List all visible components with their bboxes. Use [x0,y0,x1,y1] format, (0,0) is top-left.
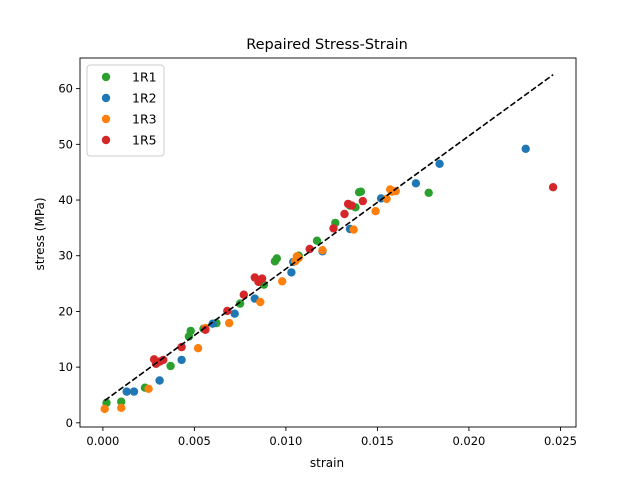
fit-line [104,74,554,402]
data-point-1r2-3 [177,355,186,365]
data-point-1r3-12 [349,225,358,234]
data-point-1r5-16 [358,196,367,206]
data-point-1r3-7 [278,277,287,286]
data-point-1r2-4 [208,319,217,328]
data-point-1r3-11 [318,246,327,255]
chart-title: Repaired Stress-Strain [246,37,408,53]
data-point-1r2-7 [287,268,296,277]
legend-label-1r1: 1R1 [132,70,157,85]
x-tick-label: 0.005 [178,434,211,448]
plot-area [100,74,558,414]
legend-marker-1r1 [101,72,111,82]
data-point-1r3-14 [382,194,391,204]
legend-box [86,64,165,157]
data-point-1r2-13 [435,159,444,168]
data-point-1r1-5 [186,326,195,336]
x-tick-label: 0.000 [86,434,119,448]
data-point-1r5-17 [548,183,558,192]
x-tick-label: 0.025 [544,434,577,448]
data-point-1r3-10 [294,253,303,263]
legend-label-1r3: 1R3 [132,112,157,127]
data-point-1r1-18 [356,187,366,196]
x-tick-label: 0.015 [361,434,394,448]
legend-label-1r5: 1R5 [132,133,157,148]
data-point-1r3-1 [117,403,126,412]
legend-marker-1r5 [101,135,111,145]
y-tick-label: 50 [58,137,73,151]
data-point-1r5-7 [239,290,248,299]
y-tick-label: 20 [58,304,73,318]
data-point-1r2-14 [521,144,530,153]
legend-marker-1r2 [101,93,111,103]
data-point-1r1-13 [312,236,322,245]
legend-marker-1r3 [101,114,111,124]
legend-label-1r2: 1R2 [132,91,157,106]
data-point-1r5-12 [329,224,338,233]
data-point-1r3-6 [256,297,265,307]
data-point-1r5-10 [257,274,267,283]
x-tick-label: 0.010 [269,434,302,448]
y-tick-label: 60 [58,82,73,96]
data-point-1r5-4 [177,342,186,352]
data-point-1r2-12 [411,179,421,188]
data-point-1r3-13 [371,207,380,216]
data-point-1r1-11 [272,254,281,263]
data-point-1r1-8 [235,299,245,308]
data-point-1r3-3 [193,344,203,353]
data-point-1r3-17 [391,186,400,196]
y-tick-label: 10 [58,360,73,374]
y-axis-label: stress (MPa) [33,197,47,270]
data-point-1r3-0 [100,404,109,414]
data-point-1r2-2 [155,376,164,385]
y-tick-label: 40 [58,193,73,207]
data-point-1r5-11 [305,244,314,254]
data-point-1r2-5 [230,309,239,318]
data-point-1r5-3 [159,355,168,365]
data-point-1r1-1 [117,397,126,406]
data-point-1r5-15 [347,201,356,210]
data-point-1r1-19 [424,188,433,197]
data-point-1r2-0 [122,387,131,396]
x-axis-label: strain [310,456,344,470]
data-point-1r3-5 [225,318,234,328]
x-tick-label: 0.020 [452,434,485,448]
y-tick-label: 30 [58,249,73,263]
data-point-1r5-13 [340,209,349,219]
legend: 1R1 1R2 1R3 1R5 [86,64,165,157]
data-point-1r5-5 [201,325,210,334]
data-point-1r3-2 [144,384,153,393]
axes: 0.000 0.005 0.010 0.015 0.020 0.025 0 10 20 30 40 5… [58,57,577,448]
data-point-1r2-1 [129,387,139,396]
y-tick-label: 0 [66,416,73,430]
axes-frame [79,57,577,428]
data-point-1r1-3 [166,361,175,371]
